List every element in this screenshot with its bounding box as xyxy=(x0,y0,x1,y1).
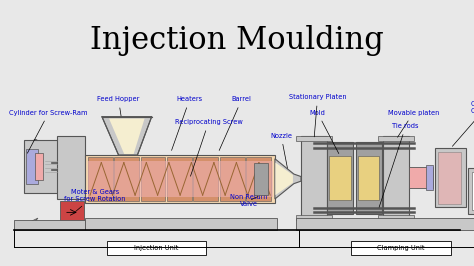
Text: Feed Hopper: Feed Hopper xyxy=(97,96,140,143)
Bar xyxy=(24,140,62,193)
FancyBboxPatch shape xyxy=(352,241,451,255)
Text: Clamping
Cylinder: Clamping Cylinder xyxy=(452,101,474,146)
Bar xyxy=(378,136,414,140)
Text: Mold: Mold xyxy=(310,110,339,153)
Text: Reciprocating Screw: Reciprocating Screw xyxy=(175,119,242,176)
Text: Tie rods: Tie rods xyxy=(379,123,419,207)
Text: Injection Unit: Injection Unit xyxy=(134,245,179,251)
Bar xyxy=(301,136,327,220)
Bar xyxy=(60,201,84,224)
Polygon shape xyxy=(275,159,301,199)
Bar xyxy=(356,142,382,214)
Bar xyxy=(88,157,113,201)
Text: Movable platen: Movable platen xyxy=(388,110,439,137)
Text: Clamping Unit: Clamping Unit xyxy=(377,245,425,251)
Bar xyxy=(435,148,466,207)
Bar xyxy=(114,157,139,201)
Bar xyxy=(296,218,474,230)
Bar xyxy=(35,153,43,180)
Text: Hydraulic
Cylinder: Hydraulic Cylinder xyxy=(0,265,1,266)
Text: Injection Moulding: Injection Moulding xyxy=(90,25,384,56)
Bar xyxy=(88,161,273,197)
Polygon shape xyxy=(275,163,293,195)
Bar xyxy=(246,157,271,201)
Bar xyxy=(409,167,433,188)
Bar xyxy=(426,165,433,190)
Bar xyxy=(140,157,165,201)
Bar xyxy=(220,157,245,201)
Polygon shape xyxy=(102,117,152,155)
Bar xyxy=(296,136,332,140)
FancyBboxPatch shape xyxy=(107,241,206,255)
Bar xyxy=(383,136,409,220)
Text: Stationary Platen: Stationary Platen xyxy=(289,94,346,137)
Bar xyxy=(26,149,38,184)
Bar xyxy=(14,220,85,230)
Polygon shape xyxy=(109,119,145,154)
Text: Non Return
Valve: Non Return Valve xyxy=(230,194,268,207)
Text: Heaters: Heaters xyxy=(172,96,203,150)
Text: Nozzle: Nozzle xyxy=(270,133,292,174)
Bar xyxy=(193,157,219,201)
Polygon shape xyxy=(14,218,38,230)
Bar xyxy=(472,172,474,210)
Bar xyxy=(296,215,332,220)
Bar xyxy=(438,152,461,203)
Bar xyxy=(468,168,474,214)
Text: Barrel: Barrel xyxy=(219,96,252,151)
Bar xyxy=(57,136,85,199)
Bar xyxy=(378,215,414,220)
Bar xyxy=(167,157,192,201)
Bar xyxy=(358,156,379,200)
Bar xyxy=(85,218,277,230)
Bar xyxy=(85,155,275,203)
Bar xyxy=(327,142,353,214)
Bar xyxy=(254,163,268,195)
Text: Cylinder for Screw-Ram: Cylinder for Screw-Ram xyxy=(9,110,88,153)
Bar xyxy=(329,156,351,200)
Text: Moter & Gears
for Screw Rotation: Moter & Gears for Screw Rotation xyxy=(64,189,126,211)
Ellipse shape xyxy=(28,140,43,193)
